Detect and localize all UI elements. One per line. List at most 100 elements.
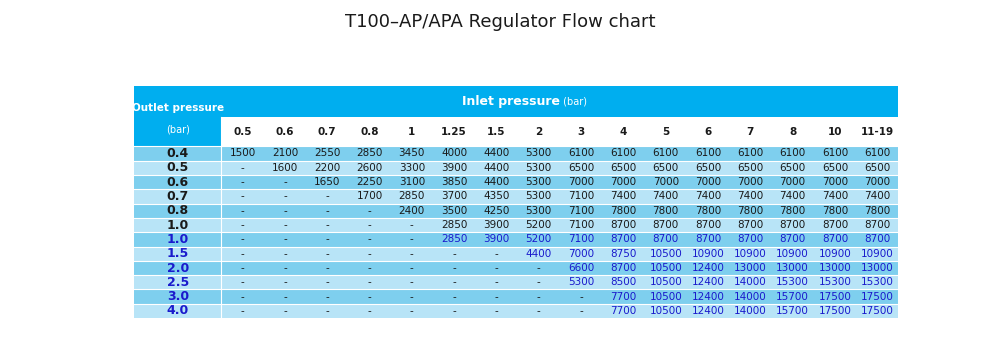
Bar xyxy=(518,304,560,318)
Bar xyxy=(391,117,433,146)
Bar xyxy=(518,189,560,204)
Bar xyxy=(134,146,221,160)
Bar xyxy=(348,175,391,189)
Text: 7800: 7800 xyxy=(737,206,763,216)
Bar xyxy=(391,275,433,289)
Bar xyxy=(306,232,348,247)
Text: 10900: 10900 xyxy=(692,249,724,259)
Bar xyxy=(221,160,264,175)
Bar xyxy=(306,160,348,175)
Text: -: - xyxy=(368,206,371,216)
Text: 5200: 5200 xyxy=(526,234,552,244)
Text: -: - xyxy=(579,306,583,316)
Bar xyxy=(134,86,221,146)
Bar xyxy=(518,247,560,261)
Bar xyxy=(518,204,560,218)
Bar xyxy=(729,204,772,218)
Text: 13000: 13000 xyxy=(776,263,809,273)
Text: -: - xyxy=(283,220,287,230)
Text: 15700: 15700 xyxy=(776,306,809,316)
Text: 0.5: 0.5 xyxy=(167,161,189,174)
Bar xyxy=(602,204,645,218)
Text: -: - xyxy=(283,234,287,244)
Bar xyxy=(306,189,348,204)
Bar xyxy=(306,261,348,275)
Text: -: - xyxy=(537,278,541,287)
Text: 13000: 13000 xyxy=(734,263,767,273)
Text: -: - xyxy=(241,263,244,273)
Text: 2850: 2850 xyxy=(356,149,383,158)
Text: 2.5: 2.5 xyxy=(167,276,189,289)
Text: 7000: 7000 xyxy=(653,177,679,187)
Text: 3: 3 xyxy=(577,127,585,137)
Bar xyxy=(391,261,433,275)
Text: 7000: 7000 xyxy=(864,177,890,187)
Bar xyxy=(264,146,306,160)
Text: 3900: 3900 xyxy=(483,234,510,244)
Text: 7400: 7400 xyxy=(695,191,721,201)
Bar xyxy=(856,160,898,175)
Bar xyxy=(645,247,687,261)
Text: 4.0: 4.0 xyxy=(167,304,189,317)
Bar xyxy=(814,304,856,318)
Text: 1700: 1700 xyxy=(356,191,383,201)
Text: 14000: 14000 xyxy=(734,292,767,302)
Text: 6600: 6600 xyxy=(568,263,594,273)
Bar xyxy=(306,247,348,261)
Bar xyxy=(518,261,560,275)
Text: 8750: 8750 xyxy=(610,249,637,259)
Text: -: - xyxy=(495,278,498,287)
Bar xyxy=(433,204,475,218)
Text: -: - xyxy=(241,177,244,187)
Bar xyxy=(518,232,560,247)
Text: 6100: 6100 xyxy=(822,149,848,158)
Bar xyxy=(602,189,645,204)
Text: -: - xyxy=(368,278,371,287)
Bar xyxy=(264,247,306,261)
Text: -: - xyxy=(537,292,541,302)
Bar xyxy=(602,247,645,261)
Text: -: - xyxy=(283,206,287,216)
Bar xyxy=(391,204,433,218)
Text: -: - xyxy=(283,306,287,316)
Text: 4000: 4000 xyxy=(441,149,467,158)
Text: 4350: 4350 xyxy=(483,191,510,201)
Bar xyxy=(518,175,560,189)
Bar xyxy=(560,232,602,247)
Bar xyxy=(645,304,687,318)
Text: 1650: 1650 xyxy=(314,177,340,187)
Text: 6100: 6100 xyxy=(737,149,763,158)
Text: 7800: 7800 xyxy=(780,206,806,216)
Bar xyxy=(814,218,856,232)
Bar xyxy=(729,175,772,189)
Bar xyxy=(518,289,560,304)
Bar xyxy=(134,218,221,232)
Text: (bar): (bar) xyxy=(166,125,190,135)
Bar xyxy=(687,117,729,146)
Bar xyxy=(856,218,898,232)
Bar xyxy=(221,218,264,232)
Bar xyxy=(729,247,772,261)
Bar xyxy=(772,175,814,189)
Text: 7000: 7000 xyxy=(568,177,594,187)
Text: 4: 4 xyxy=(620,127,627,137)
Bar xyxy=(134,175,221,189)
Text: -: - xyxy=(410,306,414,316)
Text: -: - xyxy=(241,278,244,287)
Bar xyxy=(391,289,433,304)
Text: -: - xyxy=(537,306,541,316)
Text: 1.5: 1.5 xyxy=(487,127,506,137)
Text: 8700: 8700 xyxy=(864,234,890,244)
Bar xyxy=(433,247,475,261)
Bar xyxy=(687,204,729,218)
Text: 5300: 5300 xyxy=(526,206,552,216)
Bar xyxy=(814,204,856,218)
Text: 1.25: 1.25 xyxy=(441,127,467,137)
Text: -: - xyxy=(537,263,541,273)
Bar xyxy=(264,232,306,247)
Bar xyxy=(560,146,602,160)
Text: 13000: 13000 xyxy=(819,263,851,273)
Text: -: - xyxy=(283,177,287,187)
Bar xyxy=(221,86,898,117)
Text: 10900: 10900 xyxy=(819,249,851,259)
